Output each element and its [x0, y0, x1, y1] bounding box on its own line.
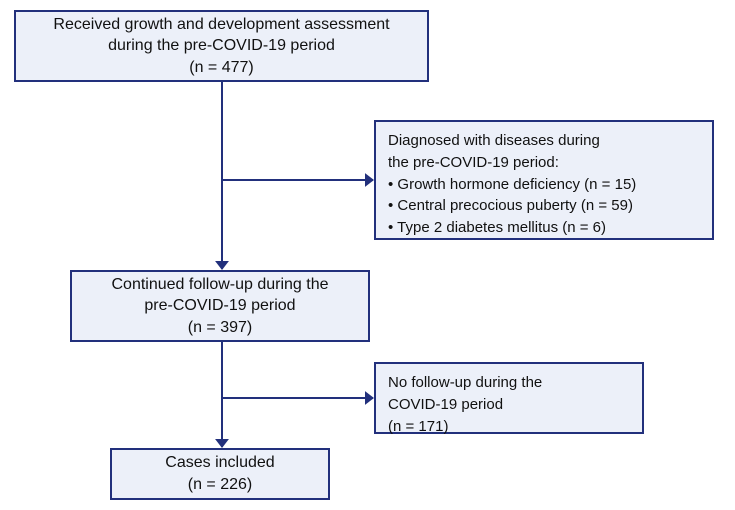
node-n: (n = 226) [188, 474, 252, 496]
side-title: No follow-up during the [388, 372, 630, 394]
node-text: Received growth and development assessme… [53, 14, 389, 36]
node-text: pre-COVID-19 period [144, 295, 295, 317]
node-n: (n = 397) [188, 317, 252, 339]
flow-node-received-assessment: Received growth and development assessme… [14, 10, 429, 82]
list-item: Type 2 diabetes mellitus (n = 6) [388, 217, 700, 239]
side-list: Growth hormone deficiency (n = 15) Centr… [388, 174, 700, 239]
side-title: COVID-19 period [388, 394, 630, 416]
side-title: Diagnosed with diseases during [388, 130, 700, 152]
node-n: (n = 477) [189, 57, 253, 79]
flow-node-cases-included: Cases included (n = 226) [110, 448, 330, 500]
list-item: Central precocious puberty (n = 59) [388, 195, 700, 217]
node-text: Cases included [165, 452, 274, 474]
node-text: Continued follow-up during the [111, 274, 328, 296]
side-title: the pre-COVID-19 period: [388, 152, 700, 174]
list-item: Growth hormone deficiency (n = 15) [388, 174, 700, 196]
node-text: during the pre-COVID-19 period [108, 35, 335, 57]
flow-exclusion-no-followup: No follow-up during the COVID-19 period … [374, 362, 644, 434]
node-n: (n = 171) [388, 418, 448, 435]
flow-exclusion-diagnosed: Diagnosed with diseases during the pre-C… [374, 120, 714, 240]
flow-node-continued-followup: Continued follow-up during the pre-COVID… [70, 270, 370, 342]
